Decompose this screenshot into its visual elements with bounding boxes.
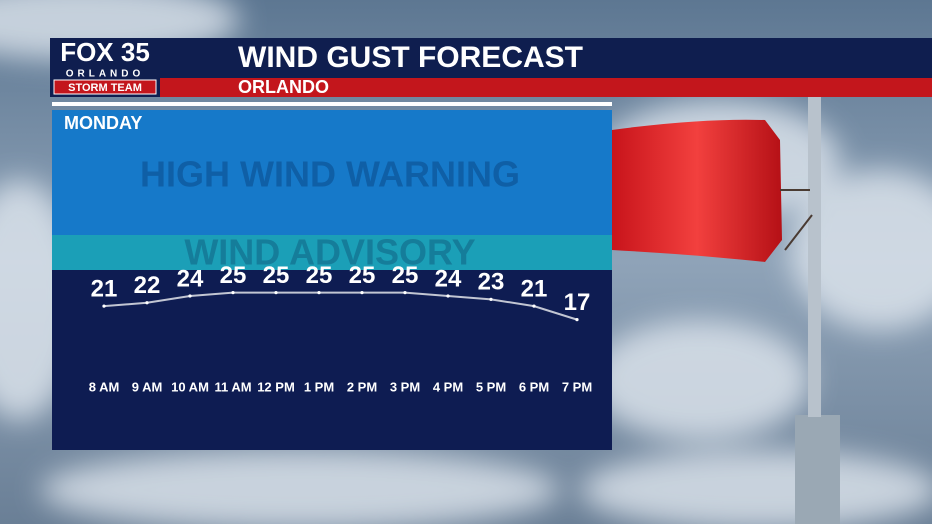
- value-label: 25: [263, 262, 290, 289]
- pole: [808, 97, 821, 417]
- ropes: [780, 189, 813, 251]
- day-label: MONDAY: [64, 113, 142, 133]
- warning-zone: [52, 110, 612, 235]
- divider: [52, 102, 612, 106]
- point: [489, 297, 493, 301]
- value-label: 25: [220, 262, 247, 289]
- zone-label: WIND ADVISORY: [184, 232, 475, 273]
- pole-base: [795, 415, 840, 524]
- logo-name: FOX 35: [60, 37, 150, 67]
- plot-area: [52, 270, 612, 450]
- point: [360, 291, 364, 295]
- advisory-zone: [52, 235, 612, 270]
- value-label: 25: [392, 262, 419, 289]
- x-tick-label: 3 PM: [390, 379, 420, 394]
- value-label: 25: [306, 262, 333, 289]
- point: [317, 291, 321, 295]
- value-label: 21: [91, 275, 118, 302]
- x-tick-label: 1 PM: [304, 379, 334, 394]
- x-tick-label: 2 PM: [347, 379, 377, 394]
- value-label: 22: [134, 272, 161, 299]
- point: [274, 291, 278, 295]
- point: [575, 318, 579, 322]
- logo-team-box: [53, 79, 157, 95]
- x-tick-label: 10 AM: [171, 379, 209, 394]
- value-label: 25: [349, 262, 376, 289]
- point: [532, 304, 536, 308]
- value-label: 23: [478, 269, 505, 296]
- point: [188, 294, 192, 298]
- x-tick-label: 11 AM: [214, 379, 251, 394]
- x-tick-label: 7 PM: [562, 379, 592, 394]
- point: [403, 291, 407, 295]
- line: [103, 291, 578, 321]
- value-label: 24: [177, 265, 204, 292]
- header-red: [50, 78, 932, 97]
- header-bar: [50, 38, 932, 78]
- logo-team: STORM TEAM: [68, 82, 142, 94]
- x-tick-label: 8 AM: [89, 379, 120, 394]
- x-tick-label: 6 PM: [519, 379, 549, 394]
- logo-city: ORLANDO: [66, 69, 145, 80]
- value-label: 21: [521, 275, 548, 302]
- subtitle: ORLANDO: [238, 77, 329, 97]
- point: [102, 304, 106, 308]
- zone-label: HIGH WIND WARNING: [140, 154, 520, 195]
- point: [446, 294, 450, 298]
- title: WIND GUST FORECAST: [238, 41, 583, 74]
- x-tick-label: 9 AM: [132, 379, 163, 394]
- value-label: 24: [435, 265, 462, 292]
- windsock: [612, 119, 782, 262]
- point: [231, 291, 235, 295]
- point: [145, 301, 149, 305]
- x-tick-label: 4 PM: [433, 379, 463, 394]
- value-label: 17: [564, 289, 591, 316]
- x-tick-label: 12 PM: [257, 379, 295, 394]
- x-tick-label: 5 PM: [476, 379, 506, 394]
